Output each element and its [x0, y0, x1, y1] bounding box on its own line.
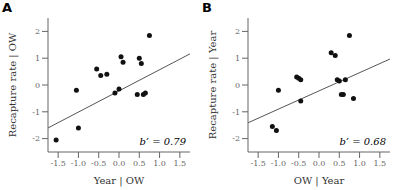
svg-text:1: 1 [35, 54, 40, 63]
svg-text:-1.0: -1.0 [271, 159, 286, 168]
svg-text:0: 0 [35, 81, 40, 90]
svg-text:1.5: 1.5 [173, 159, 186, 168]
html-text:B: B [202, 0, 212, 15]
svg-text:Recapture rate | OW: Recapture rate | OW [8, 32, 19, 137]
svg-text:-1.5: -1.5 [250, 159, 265, 168]
svg-text:-1.5: -1.5 [50, 159, 65, 168]
svg-text:Recapture rate | Year: Recapture rate | Year [207, 31, 219, 140]
svg-text:0.5: 0.5 [333, 159, 346, 168]
html-text:b’ = 0.68: b’ = 0.68 [339, 136, 386, 147]
svg-text:Year | OW: Year | OW [93, 175, 145, 187]
svg-text:1.0: 1.0 [153, 159, 166, 168]
svg-text:-1: -1 [32, 108, 40, 117]
svg-text:1.0: 1.0 [353, 159, 366, 168]
svg-text:2: 2 [35, 27, 40, 36]
svg-text:-2: -2 [32, 134, 40, 143]
svg-text:1: 1 [235, 54, 240, 63]
svg-text:-2: -2 [232, 134, 240, 143]
html-text:b’ = 0.79: b’ = 0.79 [139, 136, 186, 147]
svg-text:-1.0: -1.0 [71, 159, 86, 168]
svg-text:-0.5: -0.5 [91, 159, 106, 168]
svg-text:0.0: 0.0 [113, 159, 126, 168]
svg-text:OW | Year: OW | Year [294, 175, 345, 187]
svg-text:1.5: 1.5 [373, 159, 386, 168]
svg-text:0.5: 0.5 [133, 159, 146, 168]
svg-text:0: 0 [235, 81, 240, 90]
svg-text:-1: -1 [232, 108, 240, 117]
svg-text:-0.5: -0.5 [291, 159, 306, 168]
html-text:A: A [2, 0, 13, 15]
svg-text:0.0: 0.0 [313, 159, 326, 168]
svg-text:2: 2 [235, 27, 240, 36]
